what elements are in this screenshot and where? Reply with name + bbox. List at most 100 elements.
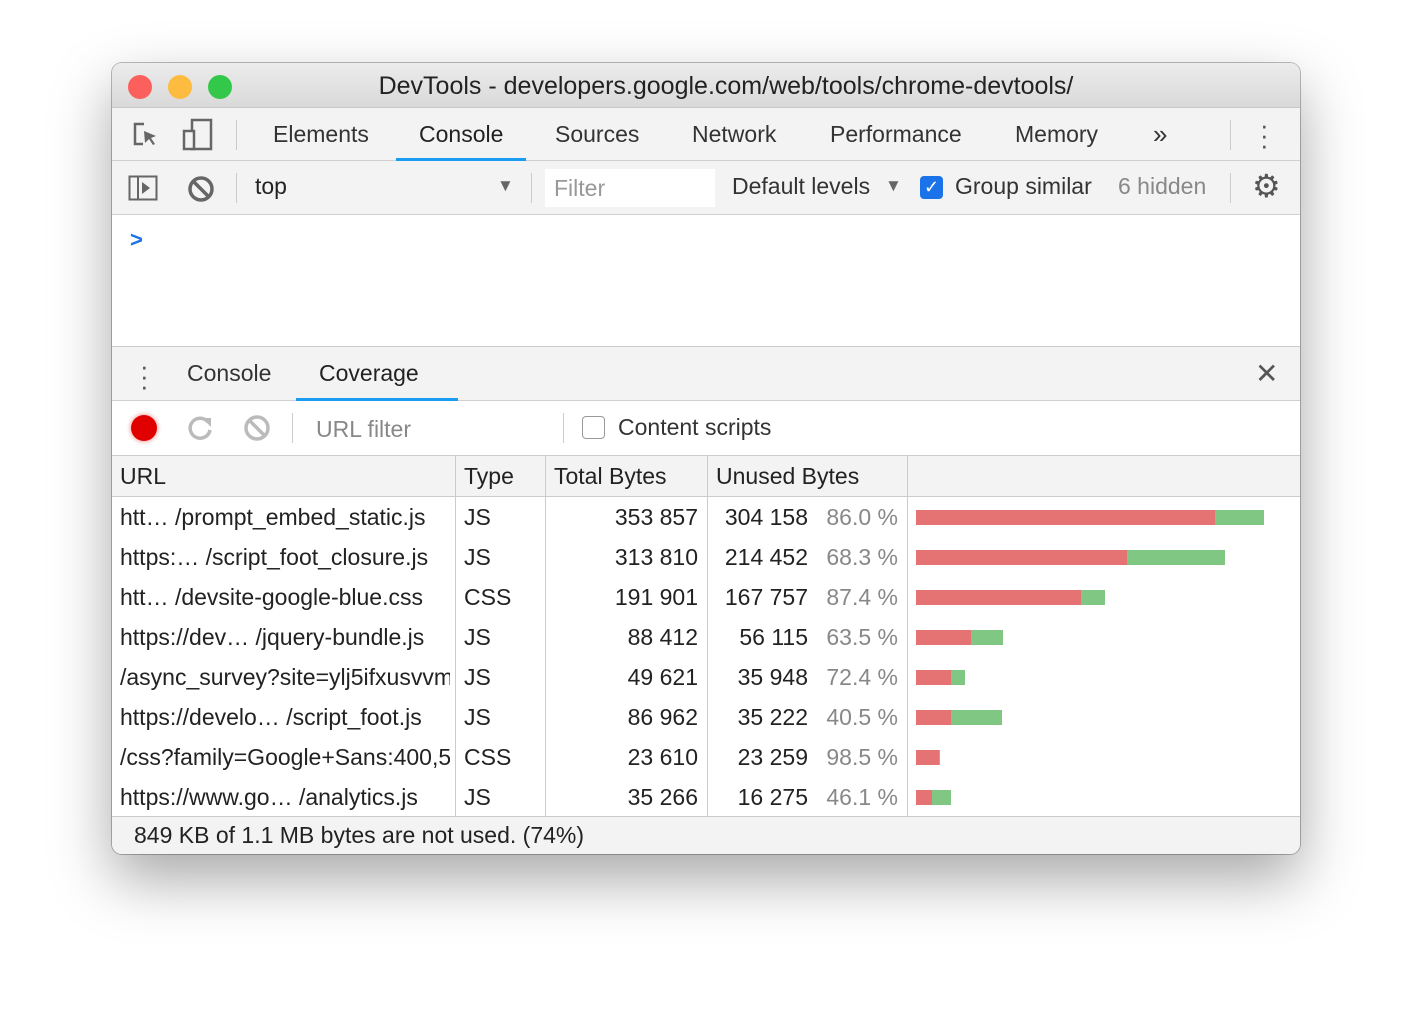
console-filter-input[interactable]: Filter: [545, 169, 715, 207]
total-bytes-cell: 86 962: [627, 704, 698, 730]
url-cell: htt… /prompt_embed_static.js: [120, 504, 426, 530]
device-toolbar-icon[interactable]: [182, 118, 214, 152]
zoom-window-button[interactable]: [208, 75, 232, 99]
main-tab-bar: Elements Console Sources Network Performance…: [112, 108, 1300, 161]
header-url[interactable]: URL: [120, 463, 167, 489]
type-cell: JS: [464, 704, 491, 730]
close-drawer-icon[interactable]: ✕: [1255, 358, 1279, 389]
drawer-tab-console[interactable]: Console: [187, 360, 272, 386]
header-total-bytes[interactable]: Total Bytes: [554, 463, 667, 489]
type-cell: CSS: [464, 584, 512, 610]
table-row[interactable]: https://www.go… /analytics.js JS 35 266 …: [112, 777, 1300, 817]
type-cell: JS: [464, 544, 491, 570]
record-button[interactable]: [131, 415, 157, 441]
url-cell: https://develo… /script_foot.js: [120, 704, 422, 730]
used-bar: [951, 670, 965, 685]
type-cell: JS: [464, 504, 491, 530]
total-bytes-cell: 191 901: [614, 584, 698, 610]
tab-console[interactable]: Console: [396, 108, 527, 161]
url-filter-input[interactable]: URL filter: [316, 416, 411, 442]
window-title: DevTools - developers.google.com/web/too…: [378, 72, 1074, 100]
url-cell: htt… /devsite-google-blue.css: [120, 584, 423, 610]
unused-percent-cell: 68.3 %: [826, 544, 898, 570]
total-bytes-cell: 35 266: [627, 784, 698, 810]
console-toolbar: top ▼ Filter Default levels ▼ ✓ Group si…: [112, 161, 1300, 215]
tab-memory[interactable]: Memory: [1015, 121, 1099, 147]
context-selector[interactable]: top: [255, 173, 287, 199]
used-bar: [1080, 590, 1105, 605]
coverage-summary: 849 KB of 1.1 MB bytes are not used. (74…: [112, 816, 1300, 854]
total-bytes-cell: 353 857: [614, 504, 698, 530]
url-cell: /css?family=Google+Sans:400,500: [120, 744, 450, 770]
total-bytes-cell: 313 810: [614, 544, 698, 570]
unused-bar: [916, 710, 951, 725]
unused-bytes-cell: 56 115: [739, 624, 808, 650]
coverage-toolbar: URL filter Content scripts: [112, 401, 1300, 455]
table-row[interactable]: /css?family=Google+Sans:400,500 CSS 23 6…: [112, 737, 1300, 777]
context-dropdown-icon[interactable]: ▼: [497, 176, 514, 195]
inspect-element-icon[interactable]: [132, 121, 160, 149]
type-cell: JS: [464, 624, 491, 650]
drawer-tab-bar: ··· Console Coverage ✕ ✕: [112, 347, 1300, 438]
clear-console-icon[interactable]: [187, 175, 215, 203]
clear-coverage-icon[interactable]: [243, 414, 271, 442]
unused-bar: [916, 510, 1216, 525]
tab-elements[interactable]: Elements: [273, 121, 369, 147]
used-bar: [1215, 510, 1264, 525]
table-row[interactable]: htt… /devsite-google-blue.css CSS 191 90…: [112, 577, 1300, 617]
more-tabs-button[interactable]: »: [1153, 119, 1168, 149]
total-bytes-cell: 88 412: [627, 624, 698, 650]
unused-percent-cell: 72.4 %: [826, 664, 898, 690]
header-type[interactable]: Type: [464, 463, 514, 489]
unused-bytes-cell: 23 259: [737, 744, 808, 770]
unused-bytes-cell: 35 948: [737, 664, 808, 690]
more-options-icon[interactable]: · · ·: [1260, 110, 1269, 160]
log-levels-dropdown[interactable]: Default levels: [732, 173, 871, 199]
content-scripts-checkbox[interactable]: [582, 416, 605, 439]
used-bar: [950, 710, 1002, 725]
console-output[interactable]: >: [112, 215, 1300, 347]
settings-gear-icon[interactable]: ⚙: [1252, 168, 1281, 204]
drawer-tab-coverage-label: Coverage: [319, 360, 419, 386]
reload-icon[interactable]: [186, 414, 214, 442]
table-row[interactable]: https:… /script_foot_closure.js JS 313 8…: [112, 537, 1300, 577]
used-bar: [932, 790, 951, 805]
unused-percent-cell: 40.5 %: [826, 704, 898, 730]
drawer-tab-coverage[interactable]: Coverage ✕: [296, 347, 458, 438]
used-bar: [971, 630, 1003, 645]
group-similar-checkbox[interactable]: ✓: [920, 176, 943, 199]
unused-bytes-cell: 16 275: [737, 784, 808, 810]
unused-bytes-cell: 167 757: [724, 584, 808, 610]
tab-network[interactable]: Network: [692, 121, 777, 147]
tab-performance[interactable]: Performance: [830, 121, 962, 147]
devtools-window: DevTools - developers.google.com/web/too…: [112, 63, 1300, 854]
unused-percent-cell: 46.1 %: [826, 784, 898, 810]
unused-bar: [916, 550, 1127, 565]
levels-dropdown-icon: ▼: [885, 176, 902, 195]
unused-percent-cell: 98.5 %: [826, 744, 898, 770]
type-cell: JS: [464, 784, 491, 810]
unused-bytes-cell: 214 452: [724, 544, 808, 570]
table-row[interactable]: https://dev… /jquery-bundle.js JS 88 412…: [112, 617, 1300, 657]
table-row[interactable]: htt… /prompt_embed_static.js JS 353 857 …: [112, 497, 1300, 537]
tab-sources[interactable]: Sources: [555, 121, 640, 147]
show-sidebar-icon[interactable]: [128, 175, 158, 201]
content-scripts-label: Content scripts: [618, 414, 772, 440]
table-row[interactable]: https://develo… /script_foot.js JS 86 96…: [112, 697, 1300, 737]
url-cell: https://dev… /jquery-bundle.js: [120, 624, 425, 650]
url-cell: https://www.go… /analytics.js: [120, 784, 418, 810]
group-similar-label: Group similar: [955, 173, 1092, 199]
header-unused-bytes[interactable]: Unused Bytes: [716, 463, 860, 489]
coverage-table: URL Type Total Bytes Unused Bytes htt… /…: [112, 455, 1300, 816]
unused-bar: [916, 630, 972, 645]
close-window-button[interactable]: [128, 75, 152, 99]
minimize-window-button[interactable]: [168, 75, 192, 99]
unused-bar: [916, 670, 952, 685]
url-cell: /async_survey?site=ylj5ifxusvvmr4: [120, 664, 450, 690]
hidden-count: 6 hidden: [1118, 173, 1207, 199]
unused-bytes-cell: 304 158: [724, 504, 808, 530]
unused-bar: [916, 590, 1081, 605]
unused-bar: [916, 790, 932, 805]
table-row[interactable]: /async_survey?site=ylj5ifxusvvmr4 JS 49 …: [112, 657, 1300, 697]
drawer-menu-icon[interactable]: · · ·: [140, 351, 149, 401]
